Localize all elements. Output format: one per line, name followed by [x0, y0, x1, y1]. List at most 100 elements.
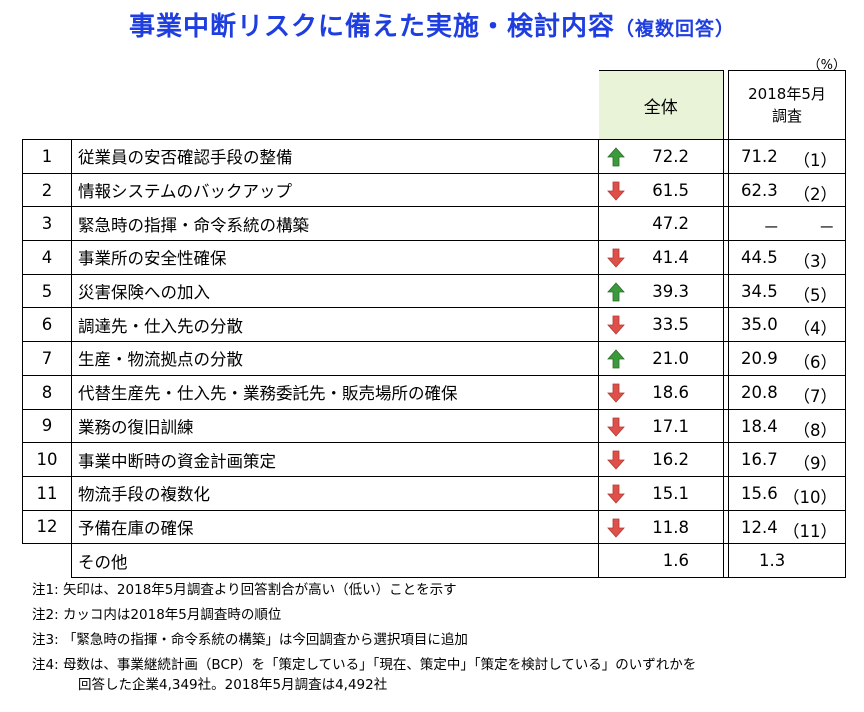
row-all-value: 18.6 [652, 382, 689, 402]
row-prev-value: 44.5 [741, 248, 778, 268]
row-number: 2 [22, 172, 72, 208]
row-prev-rank: （11） [783, 521, 837, 541]
up-arrow-icon [607, 349, 625, 369]
row-all-cell: 16.2 [598, 442, 724, 477]
up-arrow-icon [607, 147, 625, 167]
row-all-cell: 72.2 [598, 139, 724, 174]
row-all-cell: 39.3 [598, 273, 724, 309]
row-number: 4 [22, 240, 72, 275]
row-all-value: 16.2 [652, 450, 689, 470]
table-row: 7 生産・物流拠点の分散 21.0 20.9 （6） [22, 341, 846, 376]
note-line: 回答した企業4,349社。2018年5月調査は4,492社 [32, 673, 696, 698]
down-arrow-icon [607, 383, 625, 403]
row-all-value: 61.5 [652, 180, 689, 200]
row-all-value: 15.1 [652, 483, 689, 503]
title-text: 事業中断リスクに備えた実施・検討内容 [128, 12, 615, 42]
note-label: 注1: [32, 582, 59, 598]
row-item: 調達先・仕入先の分散 [71, 307, 599, 343]
up-arrow-icon [607, 282, 625, 302]
row-all-value: 41.4 [652, 248, 689, 268]
row-prev-cell: 35.0 （4） [728, 307, 846, 343]
row-item: 予備在庫の確保 [71, 509, 599, 545]
header-prev-line1: 2018年5月 [748, 85, 826, 103]
row-item: 業務の復旧訓練 [71, 408, 599, 444]
row-number: 12 [22, 509, 72, 545]
table-row: 12 予備在庫の確保 11.8 12.4 （11） [22, 509, 846, 545]
row-prev-cell: 44.5 （3） [728, 240, 846, 275]
row-prev-value: 35.0 [741, 315, 778, 335]
other-all-cell: 1.6 [598, 543, 724, 578]
header-gap [723, 70, 729, 140]
other-item: その他 [71, 543, 599, 578]
row-all-value: 17.1 [652, 416, 689, 436]
table-row: 4 事業所の安全性確保 41.4 44.5 （3） [22, 240, 846, 275]
row-prev-cell: 62.3 （2） [728, 172, 846, 208]
row-all-cell: 47.2 [598, 206, 724, 242]
row-number: 10 [22, 442, 72, 477]
down-arrow-icon [607, 248, 625, 268]
row-prev-value: 20.8 [741, 382, 778, 402]
unit-label: （%） [807, 58, 846, 73]
table-row: 10 事業中断時の資金計画策定 16.2 16.7 （9） [22, 442, 846, 477]
header-all: 全体 [598, 70, 724, 140]
row-prev-value: － [763, 218, 780, 238]
row-all-value: 33.5 [652, 315, 689, 335]
row-prev-rank: （10） [783, 487, 837, 507]
row-prev-cell: 18.4 （8） [728, 408, 846, 444]
row-item: 事業所の安全性確保 [71, 240, 599, 275]
note-text: 「緊急時の指揮・命令系統の構築」は今回調査から選択項目に追加 [62, 632, 468, 648]
row-prev-rank: （7） [793, 386, 838, 406]
row-number: 6 [22, 307, 72, 343]
other-gap [723, 543, 729, 578]
row-all-value: 39.3 [652, 281, 689, 301]
row-prev-rank: （3） [793, 252, 838, 272]
row-prev-rank: （2） [793, 184, 838, 204]
row-item: 事業中断時の資金計画策定 [71, 442, 599, 477]
header-row: 全体 2018年5月 調査 [23, 70, 846, 140]
row-number: 3 [22, 206, 72, 242]
row-prev-rank: （1） [793, 151, 838, 170]
row-prev-cell: 12.4 （11） [728, 509, 846, 545]
row-prev-rank: － [818, 218, 836, 238]
row-prev-value: 18.4 [741, 416, 778, 436]
other-prev-value: 1.3 [759, 551, 786, 571]
table-row: 5 災害保険への加入 39.3 34.5 （5） [22, 273, 846, 309]
row-prev-cell: 15.6 （10） [728, 475, 846, 511]
row-item: 従業員の安否確認手段の整備 [71, 139, 599, 174]
title-subtitle: （複数回答） [615, 18, 736, 40]
row-all-cell: 11.8 [598, 509, 724, 545]
row-all-cell: 61.5 [598, 172, 724, 208]
row-number: 9 [22, 408, 72, 444]
row-item: 災害保険への加入 [71, 273, 599, 309]
row-item: 生産・物流拠点の分散 [71, 341, 599, 376]
header-blank-num [23, 71, 72, 140]
row-prev-cell: －－ [728, 206, 846, 242]
row-prev-cell: 16.7 （9） [728, 442, 846, 477]
note-text: 矢印は、2018年5月調査より回答割合が高い（低い）ことを示す [62, 582, 457, 598]
note-text: 母数は、事業継続計画（BCP）を「策定している」「現在、策定中」「策定を検討して… [62, 657, 697, 673]
row-all-value: 21.0 [652, 349, 689, 369]
header-prev: 2018年5月 調査 [728, 70, 846, 140]
row-all-value: 47.2 [652, 214, 689, 234]
note-text: カッコ内は2018年5月調査時の順位 [62, 607, 282, 623]
row-all-cell: 21.0 [598, 341, 724, 376]
note-line: 注1: 矢印は、2018年5月調査より回答割合が高い（低い）ことを示す [32, 578, 696, 603]
row-prev-cell: 20.8 （7） [728, 374, 846, 410]
down-arrow-icon [607, 518, 625, 538]
chart-title: 事業中断リスクに備えた実施・検討内容（複数回答） [0, 6, 864, 43]
note-label: 注4: [32, 657, 59, 673]
row-all-value: 11.8 [652, 517, 689, 537]
row-number: 7 [22, 341, 72, 376]
table-row: 2 情報システムのバックアップ 61.5 62.3 （2） [22, 172, 846, 208]
table-row: 8 代替生産先・仕入先・業務委託先・販売場所の確保 18.6 20.8 （7） [22, 374, 846, 410]
table-row: 11 物流手段の複数化 15.1 15.6 （10） [22, 475, 846, 511]
header-prev-line2: 調査 [771, 107, 802, 125]
row-item: 物流手段の複数化 [71, 475, 599, 511]
row-prev-value: 71.2 [741, 147, 778, 166]
table-row: 3 緊急時の指揮・命令系統の構築 47.2 －－ [22, 206, 846, 242]
other-number [22, 543, 72, 578]
down-arrow-icon [607, 316, 625, 336]
row-prev-value: 12.4 [741, 517, 778, 537]
row-all-value: 72.2 [652, 147, 689, 166]
row-all-cell: 41.4 [598, 240, 724, 275]
